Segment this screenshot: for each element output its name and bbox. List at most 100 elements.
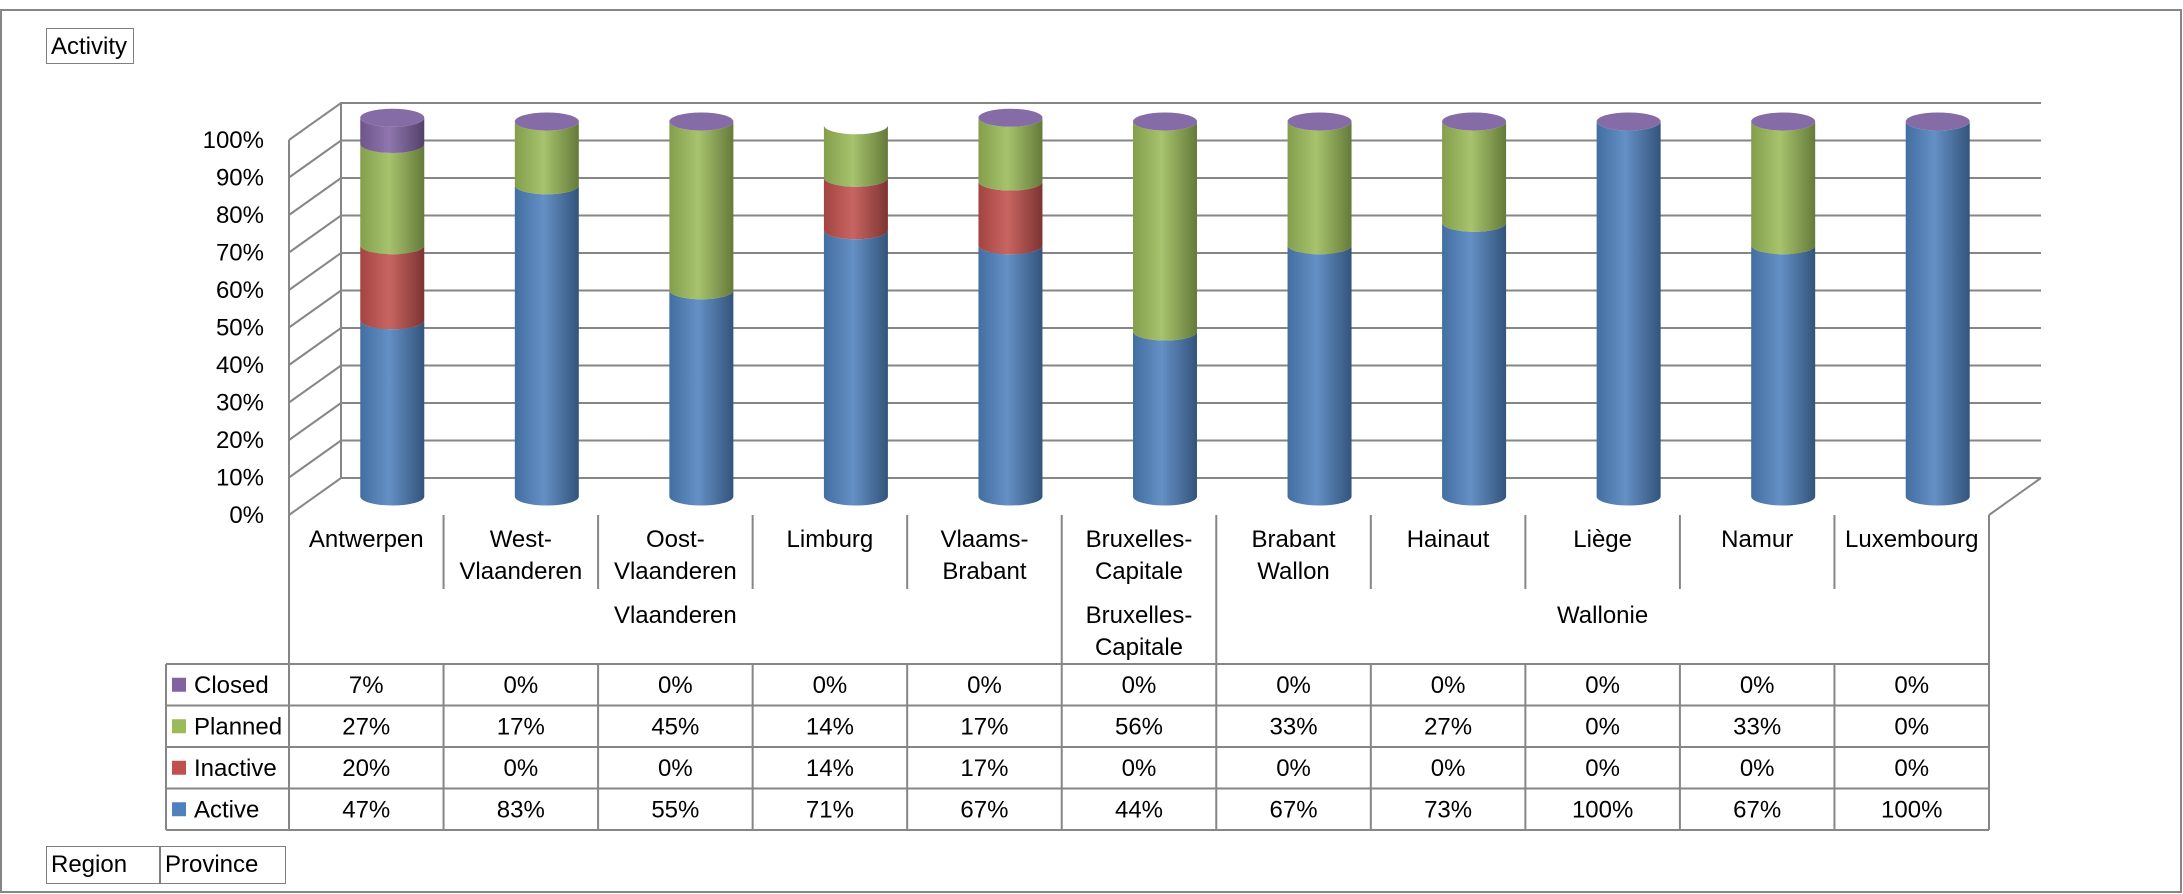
chart-area-border [0, 9, 2182, 893]
region-filter-button[interactable]: Region [46, 846, 160, 884]
category-label: Liège [1573, 526, 1632, 553]
bar-top-cap [360, 108, 425, 127]
bar-segment-planned [978, 117, 1043, 191]
y-tick-label: 70% [216, 240, 264, 267]
category-label: Vlaanderen [459, 558, 582, 585]
category-label: Antwerpen [309, 526, 424, 553]
category-label: Capitale [1095, 558, 1183, 585]
bar-segment-active [823, 230, 888, 506]
bar-segment-active [669, 290, 734, 506]
data-label: 0% [1122, 755, 1157, 782]
y-tick-label: 0% [229, 502, 264, 529]
y-tick-label: 20% [216, 427, 264, 454]
y-tick-label: 100% [203, 127, 264, 154]
data-label: 0% [1585, 672, 1620, 699]
bar-segment-planned [669, 121, 734, 300]
y-tick-label: 40% [216, 352, 264, 379]
bar-stack [1442, 112, 1507, 506]
bar-segment-planned [1751, 121, 1816, 255]
bar-segment-active [1751, 245, 1816, 506]
data-label: 0% [1276, 755, 1311, 782]
data-label: 17% [497, 713, 545, 740]
bar-segment-active [1287, 245, 1352, 506]
region-label: Vlaanderen [614, 602, 737, 629]
legend-key-closed [172, 677, 186, 692]
bar-segment-active [1596, 121, 1661, 506]
bar-stack [978, 108, 1043, 506]
bar-top-cap [1133, 112, 1197, 131]
category-label: Namur [1721, 526, 1793, 553]
category-label: Brabant [942, 558, 1026, 585]
bar-segment-active [1905, 121, 1970, 506]
bar-segment-inactive [823, 177, 888, 240]
bar-segment-closed [360, 117, 425, 153]
bars [360, 108, 1970, 506]
y-tick-label: 80% [216, 202, 264, 229]
data-label: 14% [806, 713, 854, 740]
category-label: Bruxelles- [1086, 526, 1193, 553]
bar-top-cap [978, 108, 1043, 127]
data-label: 20% [342, 755, 390, 782]
data-label: 0% [1894, 713, 1929, 740]
bar-top-cap [1287, 112, 1352, 131]
data-label: 67% [1270, 796, 1318, 823]
bar-segment-active [978, 245, 1043, 506]
data-label: 17% [960, 755, 1008, 782]
bar-top-cap [1596, 112, 1661, 131]
bar-stack [1596, 112, 1661, 506]
data-label: 7% [349, 672, 384, 699]
y-tick-label: 10% [216, 465, 264, 492]
category-label: Limburg [787, 526, 874, 553]
data-label: 55% [651, 796, 699, 823]
gridline [288, 102, 2041, 141]
category-label: Vlaams- [940, 526, 1028, 553]
bar-segment-planned [1133, 121, 1197, 341]
bar-top-cap [669, 112, 734, 131]
province-label: Province [165, 851, 259, 878]
data-label: 47% [342, 796, 390, 823]
bar-stack [1287, 112, 1352, 506]
data-label: 71% [806, 796, 854, 823]
data-label: 73% [1424, 796, 1472, 823]
data-label: 0% [1431, 755, 1466, 782]
bar-stack [823, 125, 888, 506]
data-label: 27% [1424, 713, 1472, 740]
bar-top-cap [1751, 112, 1816, 131]
category-label: Brabant [1252, 526, 1336, 553]
bar-stack [669, 112, 734, 506]
y-tick-label: 60% [216, 277, 264, 304]
data-label: 0% [813, 672, 848, 699]
data-label: 56% [1115, 713, 1163, 740]
legend-key-active [172, 802, 186, 817]
data-label: 67% [960, 796, 1008, 823]
legend-label: Inactive [194, 755, 277, 782]
data-label: 0% [1585, 755, 1620, 782]
bar-top-cap [1442, 112, 1507, 131]
data-label: 0% [658, 755, 693, 782]
bar-segment-planned [360, 144, 425, 255]
floor-right-edge [1988, 477, 2042, 516]
activity-filter-button[interactable]: Activity [46, 28, 134, 64]
data-label: 0% [967, 672, 1002, 699]
bar-segment-planned [514, 121, 579, 195]
data-label: 0% [1740, 755, 1775, 782]
data-label: 83% [497, 796, 545, 823]
category-label: Oost- [646, 526, 705, 553]
category-label: Hainaut [1407, 526, 1490, 553]
category-label: Luxembourg [1845, 526, 1978, 553]
province-filter-button[interactable]: Province [160, 846, 286, 884]
data-label: 0% [658, 672, 693, 699]
data-label: 0% [1740, 672, 1775, 699]
category-label: West- [490, 526, 552, 553]
bar-segment-active [1442, 222, 1507, 506]
legend-label: Closed [194, 672, 269, 699]
data-label: 0% [1431, 672, 1466, 699]
data-label: 17% [960, 713, 1008, 740]
data-label: 0% [1276, 672, 1311, 699]
bar-segment-inactive [360, 245, 425, 330]
y-tick-label: 50% [216, 315, 264, 342]
data-label: 0% [1894, 672, 1929, 699]
category-label: Wallon [1257, 558, 1329, 585]
legend-key-planned [172, 719, 186, 734]
